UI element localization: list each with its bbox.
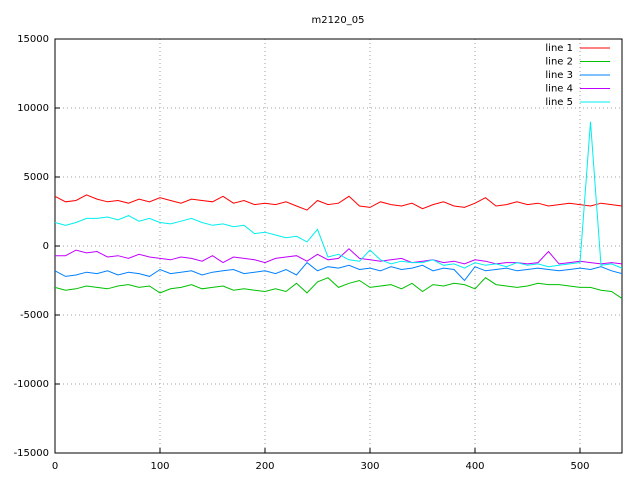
x-tick-label: 500	[570, 461, 589, 472]
x-tick-label: 200	[255, 461, 274, 472]
x-tick-label: 400	[465, 461, 484, 472]
legend-label: line 4	[545, 84, 573, 95]
y-tick-label: -15000	[14, 448, 49, 459]
legend-label: line 5	[545, 97, 573, 108]
legend-label: line 3	[545, 70, 573, 81]
y-tick-label: -5000	[20, 310, 49, 321]
y-tick-label: 15000	[17, 34, 49, 45]
x-tick-label: 100	[150, 461, 169, 472]
chart-title: m2120_05	[312, 15, 365, 26]
data-line	[54, 261, 623, 282]
data-line	[54, 194, 623, 211]
y-tick-label: 0	[43, 241, 49, 252]
x-tick-label: 0	[52, 461, 58, 472]
x-tick-label: 300	[360, 461, 379, 472]
y-tick-label: 10000	[17, 103, 49, 114]
data-line	[54, 121, 623, 269]
plot-border	[54, 38, 623, 454]
legend-label: line 2	[545, 57, 573, 68]
legend-label: line 1	[545, 43, 573, 54]
y-tick-label: 5000	[24, 172, 49, 183]
data-line	[54, 277, 623, 299]
data-line	[55, 248, 623, 265]
y-tick-label: -10000	[14, 379, 49, 390]
